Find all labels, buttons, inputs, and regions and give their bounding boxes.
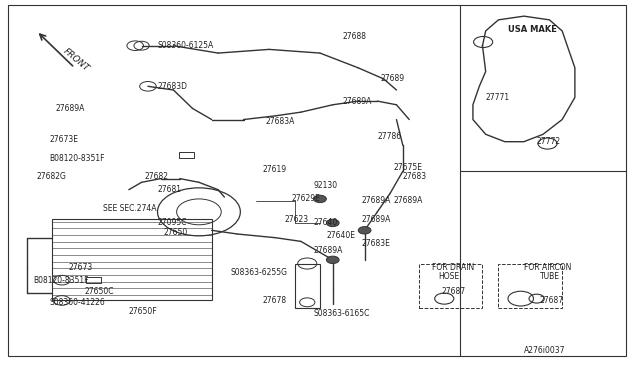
Text: 27623: 27623 bbox=[285, 215, 309, 224]
Circle shape bbox=[358, 227, 371, 234]
Bar bbox=[179, 152, 194, 158]
Text: 27650: 27650 bbox=[164, 228, 188, 237]
Bar bbox=[294, 263, 320, 308]
Text: S08363-6255G: S08363-6255G bbox=[231, 268, 288, 277]
Text: 27689A: 27689A bbox=[362, 196, 391, 205]
Text: S08363-6165C: S08363-6165C bbox=[314, 309, 370, 318]
Text: B08120-8351F: B08120-8351F bbox=[33, 276, 89, 285]
Text: 27772: 27772 bbox=[537, 137, 561, 146]
Text: 27683: 27683 bbox=[403, 172, 427, 181]
Bar bbox=[499, 263, 562, 308]
Text: 27650F: 27650F bbox=[129, 307, 157, 316]
Text: 27689A: 27689A bbox=[394, 196, 422, 205]
Text: SEE SEC.274A: SEE SEC.274A bbox=[103, 203, 157, 213]
Text: TUBE: TUBE bbox=[540, 272, 560, 281]
Text: 27640: 27640 bbox=[314, 218, 338, 227]
Text: 27095C: 27095C bbox=[157, 218, 187, 227]
Text: HOSE: HOSE bbox=[438, 272, 459, 281]
Text: 27640E: 27640E bbox=[326, 231, 355, 240]
Bar bbox=[419, 263, 483, 308]
Text: FRONT: FRONT bbox=[62, 47, 92, 74]
Text: 92130: 92130 bbox=[314, 182, 338, 190]
Text: 27673: 27673 bbox=[68, 263, 93, 272]
Text: 27689A: 27689A bbox=[342, 97, 372, 106]
Text: 27683A: 27683A bbox=[266, 117, 295, 126]
Text: 27689A: 27689A bbox=[56, 104, 85, 113]
Text: 27687: 27687 bbox=[441, 287, 465, 296]
Text: 27689A: 27689A bbox=[362, 215, 391, 224]
Bar bbox=[86, 277, 101, 283]
Text: 27689A: 27689A bbox=[314, 246, 343, 255]
Text: 27688: 27688 bbox=[342, 32, 366, 41]
Text: 27682G: 27682G bbox=[36, 172, 67, 181]
Text: 27629E: 27629E bbox=[291, 195, 320, 203]
Text: A276i0037: A276i0037 bbox=[524, 346, 565, 355]
Text: FOR AIRCON: FOR AIRCON bbox=[524, 263, 572, 272]
Text: 27786: 27786 bbox=[378, 132, 401, 141]
Text: 27687: 27687 bbox=[540, 296, 564, 305]
Text: S08360-41226: S08360-41226 bbox=[49, 298, 105, 307]
Text: 27675E: 27675E bbox=[394, 163, 422, 172]
Circle shape bbox=[326, 219, 339, 227]
Text: S08360-6125A: S08360-6125A bbox=[157, 41, 214, 50]
Bar bbox=[52, 219, 212, 301]
Circle shape bbox=[314, 195, 326, 203]
Text: FOR DRAIN: FOR DRAIN bbox=[431, 263, 474, 272]
Text: 27681: 27681 bbox=[157, 185, 182, 194]
Text: 27682: 27682 bbox=[145, 172, 169, 181]
Text: 27650C: 27650C bbox=[84, 287, 114, 296]
Circle shape bbox=[326, 256, 339, 263]
Text: 27678: 27678 bbox=[262, 296, 287, 305]
Text: 27689: 27689 bbox=[381, 74, 404, 83]
Text: 27619: 27619 bbox=[262, 165, 287, 174]
Text: 27683E: 27683E bbox=[362, 239, 390, 248]
Text: B08120-8351F: B08120-8351F bbox=[49, 154, 105, 163]
Text: 27771: 27771 bbox=[486, 93, 510, 102]
Text: USA MAKE: USA MAKE bbox=[508, 25, 557, 33]
Text: 27683D: 27683D bbox=[157, 82, 188, 91]
Text: 27673E: 27673E bbox=[49, 135, 78, 144]
